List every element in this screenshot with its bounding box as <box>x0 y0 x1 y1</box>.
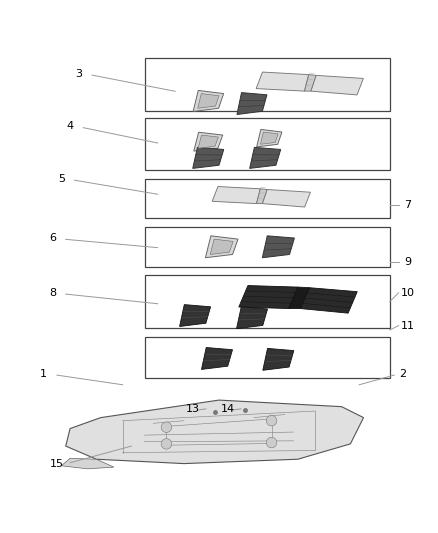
Text: 2: 2 <box>399 369 406 379</box>
Polygon shape <box>210 239 233 254</box>
Polygon shape <box>198 94 219 108</box>
Text: 11: 11 <box>400 321 414 330</box>
Polygon shape <box>198 135 219 148</box>
Polygon shape <box>237 93 267 115</box>
Polygon shape <box>61 458 114 469</box>
Polygon shape <box>66 400 364 464</box>
Polygon shape <box>262 190 311 207</box>
Bar <box>145 179 390 219</box>
Polygon shape <box>193 147 224 168</box>
Bar <box>145 59 390 111</box>
Text: 9: 9 <box>404 257 411 267</box>
Polygon shape <box>201 348 233 369</box>
Polygon shape <box>194 132 223 151</box>
Circle shape <box>266 415 277 426</box>
Text: 7: 7 <box>404 200 411 210</box>
Circle shape <box>266 437 277 448</box>
Polygon shape <box>239 286 298 309</box>
Polygon shape <box>262 236 294 258</box>
Polygon shape <box>256 72 309 91</box>
Polygon shape <box>193 91 224 111</box>
Polygon shape <box>257 189 267 204</box>
Polygon shape <box>250 147 281 168</box>
Text: 6: 6 <box>49 233 56 243</box>
Text: 3: 3 <box>75 69 82 79</box>
Text: 1: 1 <box>40 369 47 379</box>
Text: 15: 15 <box>50 459 64 470</box>
Polygon shape <box>263 349 294 370</box>
Bar <box>145 118 390 170</box>
Polygon shape <box>180 304 211 327</box>
Polygon shape <box>261 132 278 144</box>
Text: 10: 10 <box>400 288 414 298</box>
Circle shape <box>161 439 172 449</box>
Polygon shape <box>304 75 316 91</box>
Text: 14: 14 <box>221 404 235 414</box>
Text: 4: 4 <box>67 122 74 131</box>
Bar <box>145 227 390 266</box>
Bar <box>145 336 390 378</box>
Polygon shape <box>300 288 357 313</box>
Polygon shape <box>212 187 260 204</box>
Polygon shape <box>289 287 309 309</box>
Text: 13: 13 <box>186 404 200 414</box>
Bar <box>145 275 390 328</box>
Polygon shape <box>311 75 364 95</box>
Text: 5: 5 <box>58 174 65 184</box>
Polygon shape <box>205 236 238 258</box>
Polygon shape <box>257 130 282 147</box>
Circle shape <box>161 422 172 432</box>
Polygon shape <box>237 307 268 329</box>
Text: 8: 8 <box>49 288 56 298</box>
